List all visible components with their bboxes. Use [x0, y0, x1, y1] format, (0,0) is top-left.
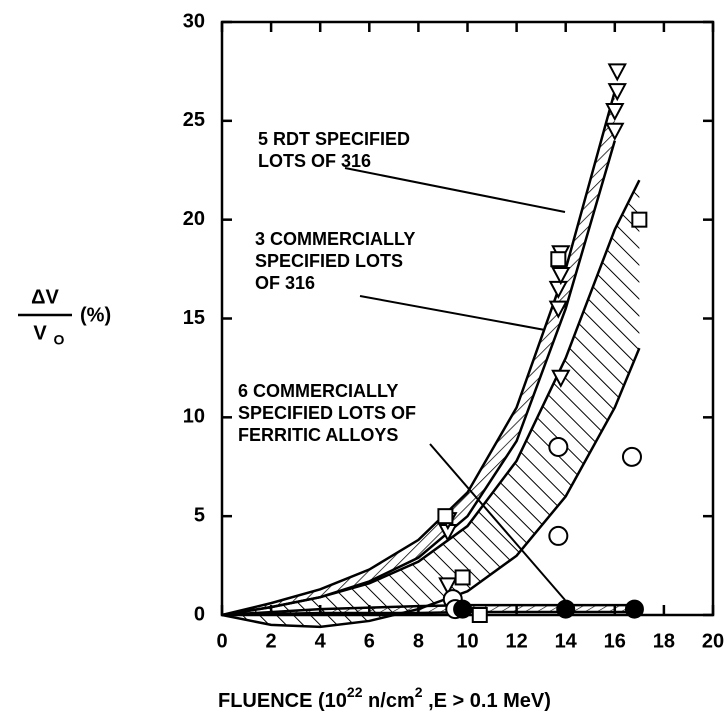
triangle-marker [548, 300, 569, 319]
annotation: LOTS OF 316 [258, 151, 371, 171]
dot-marker [556, 599, 576, 619]
x-label-text: FLUENCE (10 [218, 690, 347, 712]
x-tick-label: 18 [653, 630, 675, 652]
dot-marker [453, 599, 473, 619]
x-tick-label: 16 [604, 630, 626, 652]
x-tick-label: 0 [216, 630, 227, 652]
y-label-unit: (%) [80, 304, 111, 326]
x-tick-label: 14 [555, 630, 578, 652]
annotation: 5 RDT SPECIFIED [258, 129, 410, 149]
circle-marker [621, 446, 642, 467]
y-label-numerator: ΔV [31, 286, 59, 308]
triangle-marker [548, 280, 569, 299]
y-tick-label: 5 [194, 504, 205, 526]
band-upper [221, 90, 617, 617]
y-tick-label: 15 [183, 307, 205, 329]
square-marker [631, 211, 648, 228]
x-tick-label: 12 [505, 630, 527, 652]
y-tick-label: 25 [183, 109, 205, 131]
x-axis-label: FLUENCE (1022 n/cm2 ,E > 0.1 MeV) [218, 684, 551, 713]
triangle-marker [607, 83, 627, 102]
y-tick-label: 10 [183, 406, 205, 428]
x-tick-label: 10 [456, 630, 478, 652]
x-tick-label: 20 [702, 630, 724, 652]
y-tick-label: 0 [194, 603, 205, 625]
y-tick-label: 30 [183, 10, 205, 32]
circle-marker [548, 436, 569, 457]
triangle-marker [607, 63, 627, 82]
annotation: FERRITIC ALLOYS [238, 425, 398, 445]
triangle-marker [605, 122, 625, 141]
y-axis-label: ΔV V O (%) [18, 286, 111, 348]
triangle-marker [551, 267, 571, 286]
x-label-text: ,E > 0.1 MeV) [423, 690, 551, 712]
annotation: SPECIFIED LOTS OF [238, 403, 416, 423]
x-tick-label: 6 [364, 630, 375, 652]
band-area [222, 180, 640, 627]
annotation: OF 316 [255, 273, 315, 293]
square-marker [550, 251, 567, 268]
x-tick-label: 2 [266, 630, 277, 652]
y-label-subscript: O [54, 332, 65, 348]
square-marker [471, 607, 488, 623]
circle-marker [548, 525, 569, 546]
x-label-sup: 22 [347, 684, 363, 700]
triangle-marker [551, 369, 571, 388]
x-tick-label: 4 [315, 630, 327, 652]
y-label-denominator: V [33, 322, 47, 344]
triangle-marker [605, 102, 625, 122]
x-label-sup: 2 [415, 684, 423, 700]
x-tick-label: 8 [413, 630, 424, 652]
annotation: SPECIFIED LOTS [255, 251, 403, 271]
annotation: 6 COMMERCIALLY [238, 381, 398, 401]
square-marker [437, 508, 454, 525]
band-upper [221, 179, 641, 617]
x-label-text: n/cm [362, 690, 414, 712]
square-marker [454, 569, 471, 586]
dot-marker [624, 599, 644, 619]
y-tick-label: 20 [183, 208, 205, 230]
triangle-marker [438, 577, 458, 596]
annotation: 3 COMMERCIALLY [255, 229, 415, 249]
